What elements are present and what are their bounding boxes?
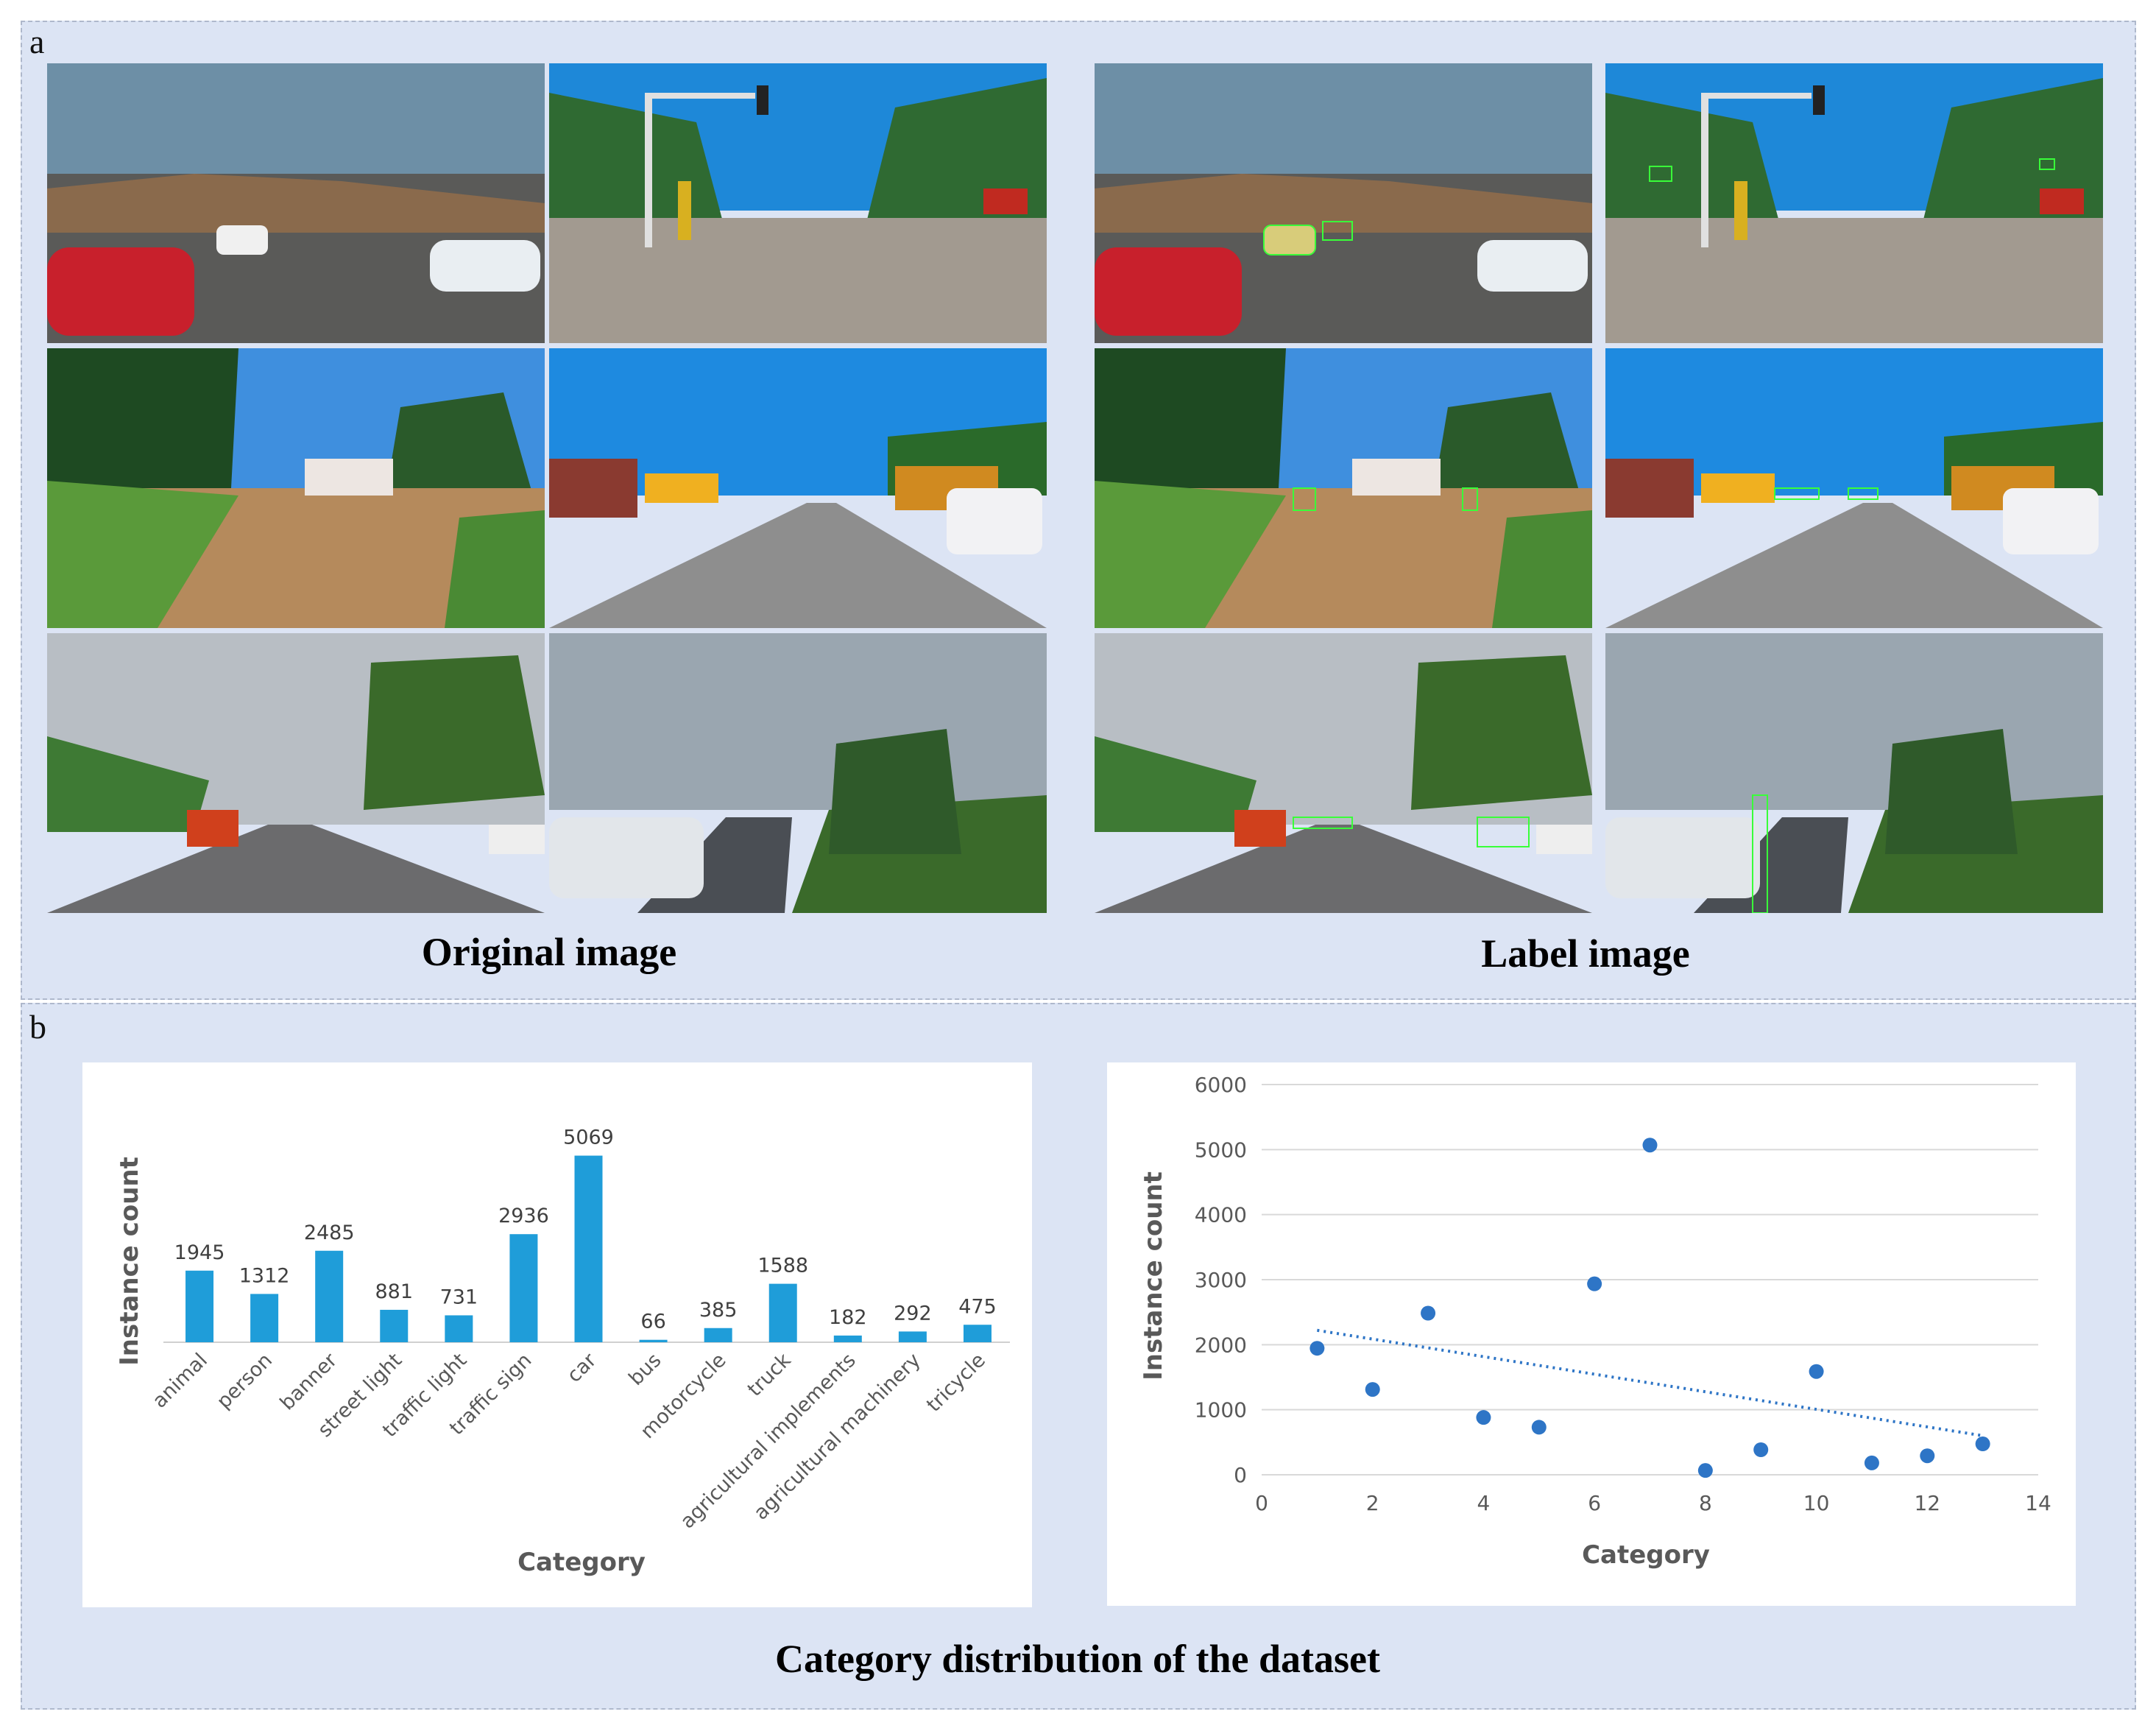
- scatter-point: [1587, 1276, 1602, 1291]
- bar: [185, 1270, 214, 1342]
- scatter-point: [1809, 1364, 1824, 1379]
- scatter-y-tick-label: 6000: [1195, 1073, 1247, 1097]
- bar-category-label: tricycle: [922, 1349, 990, 1417]
- label-photo-2: [1605, 63, 2103, 343]
- scatter-y-axis-label: Instance count: [1139, 1171, 1168, 1381]
- bar-data-label: 385: [699, 1299, 738, 1322]
- bar: [768, 1283, 797, 1342]
- bar: [704, 1328, 732, 1342]
- scatter-point: [1975, 1436, 1990, 1452]
- bar: [315, 1250, 344, 1342]
- scatter-y-tick-label: 1000: [1195, 1398, 1247, 1422]
- scatter-point: [1365, 1382, 1380, 1397]
- original-photo-2: [549, 63, 1047, 343]
- label-photo-1: [1095, 63, 1592, 343]
- bar-data-label: 2936: [498, 1205, 549, 1227]
- caption-category-distribution: Category distribution of the dataset: [775, 1637, 1380, 1681]
- label-photo-3: [1095, 348, 1592, 628]
- scatter-x-axis-label: Category: [1582, 1540, 1710, 1570]
- bar-data-label: 66: [640, 1311, 665, 1333]
- original-photo-5: [47, 633, 545, 913]
- bar: [574, 1155, 603, 1342]
- scatter-y-tick-label: 0: [1234, 1463, 1247, 1487]
- scatter-x-tick-label: 4: [1477, 1491, 1491, 1515]
- scatter-x-tick-label: 6: [1588, 1491, 1601, 1515]
- scatter-y-tick-label: 4000: [1195, 1203, 1247, 1227]
- scatter-point: [1753, 1442, 1769, 1457]
- caption-label-image: Label image: [1481, 931, 1690, 976]
- bar: [250, 1294, 279, 1342]
- scatter-point: [1476, 1410, 1491, 1425]
- original-photo-1: [47, 63, 545, 343]
- scatter-x-tick-label: 10: [1803, 1491, 1830, 1515]
- bar-data-label: 1945: [174, 1241, 225, 1264]
- bar: [445, 1315, 473, 1342]
- scatter-point: [1920, 1448, 1935, 1464]
- bar-data-label: 1312: [239, 1264, 290, 1287]
- scatter-x-tick-label: 2: [1366, 1491, 1379, 1515]
- bar-x-axis-label: Category: [517, 1548, 646, 1577]
- original-photo-3: [47, 348, 545, 628]
- original-photo-6: [549, 633, 1047, 913]
- bar-data-label: 1588: [757, 1255, 808, 1277]
- bar-data-label: 731: [440, 1286, 478, 1308]
- scatter-chart-container: 0 1000 2000 3000 4000 5000 6000 0 2 4 6 8 10 12 14 Cat…: [1107, 1062, 2076, 1606]
- scatter-x-tick-label: 12: [1914, 1491, 1940, 1515]
- panel-label-a: a: [29, 23, 45, 60]
- scatter-point: [1864, 1455, 1879, 1470]
- bar: [639, 1339, 668, 1342]
- scatter-y-tick-label: 2000: [1195, 1333, 1247, 1357]
- scatter-point: [1642, 1138, 1658, 1153]
- bar-data-label: 182: [829, 1306, 867, 1329]
- scatter-trendline: [1317, 1328, 1983, 1437]
- original-photo-4: [549, 348, 1047, 628]
- bar: [833, 1335, 862, 1342]
- bar-chart-container: 1945 animal 1312 person 2485 banner 881 street …: [82, 1062, 1032, 1607]
- label-photo-6: [1605, 633, 2103, 913]
- bar-category-label: car: [562, 1348, 601, 1387]
- bar-category-label: truck: [743, 1349, 796, 1401]
- bar-y-axis-label: Instance count: [115, 1157, 144, 1366]
- scatter-y-tick-label: 5000: [1195, 1138, 1247, 1162]
- caption-original-image: Original image: [421, 930, 677, 974]
- scatter-x-tick-label: 8: [1699, 1491, 1712, 1515]
- scatter-x-tick-label: 0: [1255, 1491, 1268, 1515]
- scatter-y-tick-label: 3000: [1195, 1268, 1247, 1292]
- bar-category-label: banner: [276, 1348, 342, 1414]
- bar-chart: 1945animal1312person2485banner881street …: [115, 1127, 1010, 1577]
- label-photo-4: [1605, 348, 2103, 628]
- bar-data-label: 5069: [563, 1127, 614, 1149]
- scatter-point: [1421, 1305, 1436, 1321]
- bar: [963, 1325, 992, 1342]
- bar-category-label: person: [213, 1349, 277, 1413]
- bar: [380, 1309, 409, 1342]
- bar-data-label: 881: [375, 1280, 413, 1303]
- bar-data-label: 475: [958, 1295, 997, 1318]
- bar-data-label: 2485: [304, 1221, 355, 1244]
- bar: [898, 1331, 927, 1342]
- scatter-point: [1697, 1463, 1713, 1478]
- scatter-point: [1531, 1420, 1547, 1435]
- bar-category-label: animal: [148, 1349, 212, 1413]
- scatter-x-tick-label: 14: [2025, 1491, 2051, 1515]
- scatter-point: [1309, 1341, 1325, 1356]
- label-photo-5: [1095, 633, 1592, 913]
- bar-category-label: bus: [624, 1349, 665, 1390]
- bar: [509, 1234, 538, 1342]
- bar-data-label: 292: [894, 1302, 932, 1325]
- panel-label-b: b: [29, 1008, 46, 1046]
- scatter-chart: 0 1000 2000 3000 4000 5000 6000 0 2 4 6 8 10 12 14 Cat…: [1139, 1073, 2051, 1570]
